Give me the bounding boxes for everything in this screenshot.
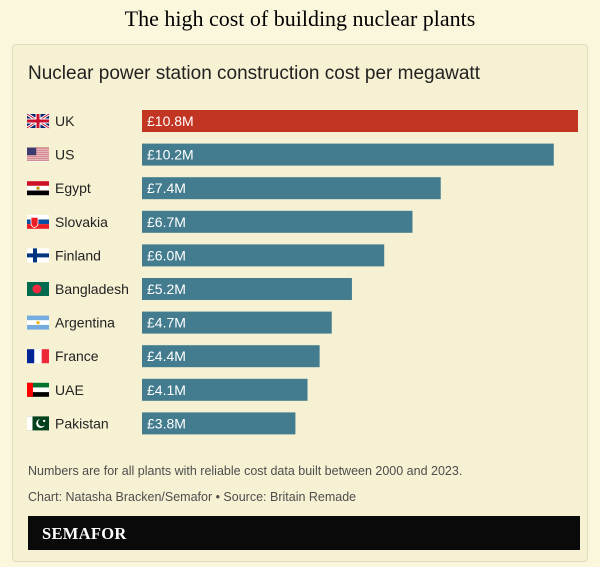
- page-title: The high cost of building nuclear plants: [124, 6, 476, 31]
- source-credit: Chart: Natasha Bracken/Semafor • Source:…: [28, 490, 357, 504]
- chart-card: [12, 44, 588, 562]
- brand-bar: SEMAFOR: [28, 516, 580, 550]
- footnote: Numbers are for all plants with reliable…: [28, 464, 463, 478]
- brand-logo: SEMAFOR: [42, 524, 127, 543]
- chart-title: Nuclear power station construction cost …: [28, 63, 480, 84]
